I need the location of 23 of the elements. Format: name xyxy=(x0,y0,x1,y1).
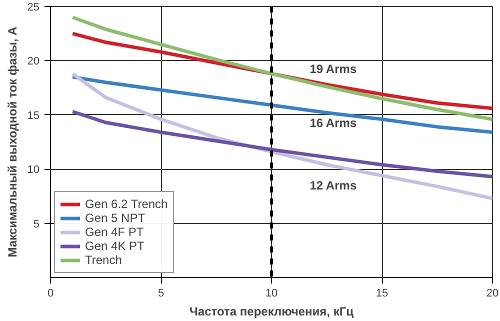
line-series xyxy=(70,110,492,178)
legend-label: Gen 4K PT xyxy=(85,239,144,253)
annotation: 12 Arms xyxy=(310,178,357,192)
legend-label: Trench xyxy=(85,253,122,267)
x-tick-label: 10 xyxy=(265,288,278,300)
y-tick-label: 20 xyxy=(27,56,40,68)
line-series xyxy=(70,75,492,134)
y-axis-title: Максимальный выходной ток фазы, А xyxy=(5,26,20,258)
y-tick-label: 25 xyxy=(27,2,40,14)
line-series xyxy=(70,72,492,200)
x-tick-label: 15 xyxy=(376,288,388,300)
x-tick-label: 20 xyxy=(486,288,499,300)
annotation: 19 Arms xyxy=(310,62,357,76)
y-tick-label: 15 xyxy=(27,110,40,122)
x-tick-label: 5 xyxy=(158,288,164,300)
legend-label: Gen 6.2 Trench xyxy=(85,197,168,211)
x-axis-title: Частота переключения, кГц xyxy=(189,304,354,318)
y-tick-label: 10 xyxy=(27,164,40,176)
legend-label: Gen 4F PT xyxy=(85,225,144,239)
y-tick-label: 5 xyxy=(33,218,40,230)
x-tick-label: 0 xyxy=(47,288,54,300)
annotation: 16 Arms xyxy=(310,116,357,130)
legend-label: Gen 5 NPT xyxy=(85,211,146,225)
